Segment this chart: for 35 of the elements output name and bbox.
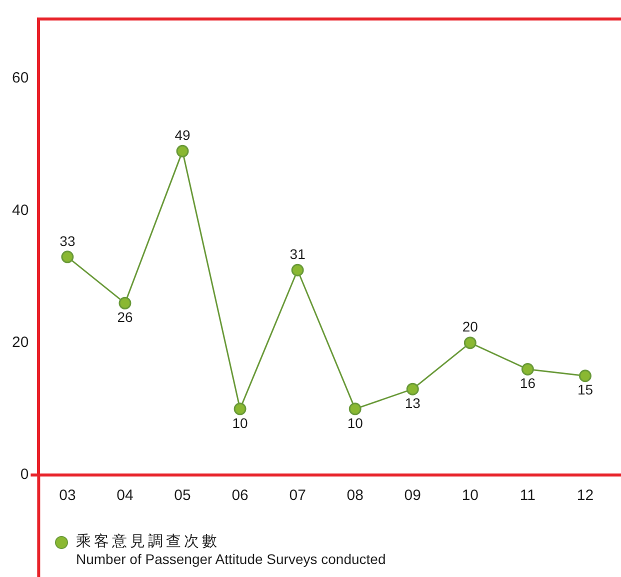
point [464,336,476,350]
point [118,296,132,310]
data-label: 13 [404,394,421,411]
data-label: 49 [174,127,191,144]
data-label: 10 [347,414,364,431]
data-label: 20 [462,318,478,335]
point [578,370,592,382]
x-tick-label: 07 [289,487,306,504]
x-tick-label: 04 [116,487,134,504]
x-tick-label: 09 [404,487,421,504]
data-label: 16 [520,375,536,392]
x-tick-label: 08 [346,487,364,504]
point [521,363,534,376]
point [234,402,246,416]
data-label: 15 [577,382,594,398]
x-tick-label: 11 [520,487,536,504]
legend-label: 乘客意見調查次數 Number of Passenger Attitude Surveys conducted [76,532,386,567]
data-label: 31 [290,246,306,262]
y-tick-label: 40 [12,202,29,219]
y-tick-label: 0 [20,466,29,484]
point [291,264,304,276]
point [406,382,419,396]
x-tick-label: 06 [232,487,248,504]
x-tick-label: 10 [462,487,479,504]
x-tick-label: 12 [576,487,594,504]
point [176,144,189,158]
point [348,402,362,416]
x-tick-label: 05 [174,487,191,504]
y-tick-label: 20 [12,334,29,351]
data-label: 26 [117,309,133,326]
data-label: 33 [60,232,76,249]
y-tick-label: 60 [12,70,29,87]
data-label: 10 [232,414,248,431]
point [61,250,74,264]
x-tick-label: 03 [59,487,76,504]
